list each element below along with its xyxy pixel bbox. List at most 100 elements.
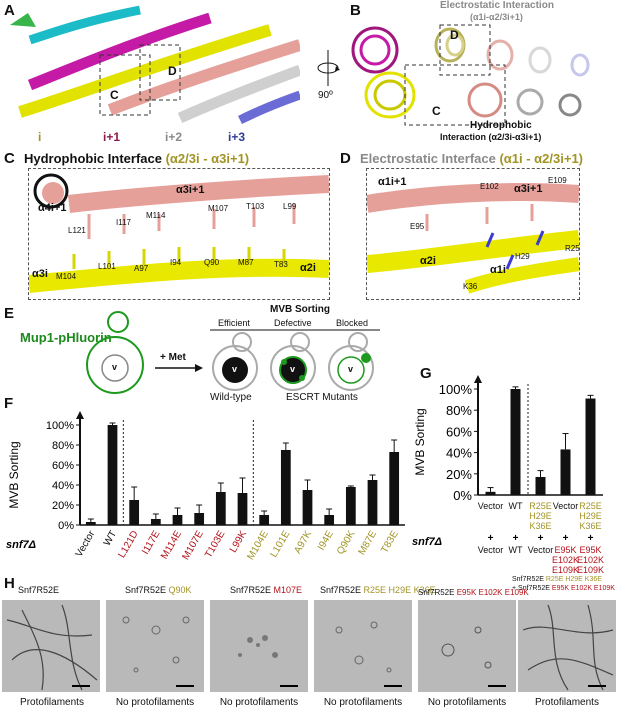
- g-row3-label: E95K: [554, 545, 576, 555]
- g-y-arrow: [474, 375, 482, 383]
- box-c: [99, 54, 151, 116]
- g-row1-label: H29E: [579, 511, 602, 521]
- f-ytick-label: 20%: [52, 500, 74, 512]
- f-category-label: T103E: [203, 529, 227, 560]
- g-row2-label: +: [488, 533, 494, 544]
- b-box-d: [439, 24, 491, 76]
- h3-title: Snf7R52E M107E: [230, 585, 303, 595]
- helix-blue: [237, 90, 300, 125]
- panel-label-c: C: [4, 150, 15, 167]
- f-bar: [367, 480, 378, 525]
- box-d-label: D: [168, 64, 177, 78]
- f-category-label: I94E: [316, 529, 336, 553]
- panel-a-structure: [10, 5, 300, 125]
- f-category-label: T83E: [379, 529, 401, 555]
- em-image-6: [518, 600, 616, 692]
- res-e95: E95: [410, 222, 425, 231]
- res-a97: A97: [134, 264, 149, 273]
- h5-caption: No protofilaments: [427, 697, 507, 708]
- g-ytick-label: 100%: [439, 382, 473, 397]
- vacuole-label-blocked: v: [348, 364, 354, 374]
- panel-label-d: D: [340, 150, 351, 167]
- state-blocked: Blocked: [336, 318, 369, 328]
- f-category-label: I117E: [140, 529, 162, 557]
- res-l121: L121: [68, 226, 86, 235]
- panel-d-subtitle: (α1i - α2/3i+1): [499, 151, 584, 166]
- panel-c-title: Hydrophobic Interface (α2/3i - α3i+1): [24, 151, 249, 166]
- f-bar: [194, 513, 205, 525]
- h6-caption: Protofilaments: [535, 697, 599, 708]
- g-row1-label: K36E: [579, 521, 601, 531]
- g-row1-label: R25E: [529, 501, 552, 511]
- c-helix-a2: α2i: [300, 262, 316, 274]
- state-efficient: Efficient: [218, 318, 250, 328]
- g-ytick-label: 60%: [446, 424, 472, 439]
- panel-d-title: Electrostatic Interface (α1i - α2/3i+1): [360, 151, 583, 166]
- f-category-label: L121D: [117, 529, 141, 560]
- em-image-1: [2, 600, 100, 692]
- panel-d-title-text: Electrostatic Interface: [360, 151, 496, 166]
- rotation-icon: [310, 48, 350, 88]
- panel-c-title-text: Hydrophobic Interface: [24, 151, 162, 166]
- subunit-i: i: [38, 130, 42, 144]
- h2-caption: No protofilaments: [115, 697, 195, 708]
- electrostatic-subtitle: (α1i-α2/3i+1): [470, 12, 523, 22]
- res-m114: M114: [146, 211, 166, 220]
- d-helix-a2: α2i: [420, 255, 436, 267]
- rotation-label: 90º: [318, 90, 333, 101]
- res-l101: L101: [98, 262, 116, 271]
- g-row1-label: Vector: [478, 501, 504, 511]
- c-helix-a4: α4i+1: [38, 202, 67, 214]
- treatment-label: + Met: [160, 352, 186, 363]
- f-category-label: M87E: [357, 529, 380, 557]
- panel-label-f: F: [4, 395, 14, 412]
- g-bar: [485, 491, 496, 495]
- c-helix-a3-top: α3i+1: [176, 184, 205, 196]
- res-q90: Q90: [204, 258, 220, 267]
- g-row3-label: E95K: [579, 545, 601, 555]
- f-ylabel: MVB Sorting: [7, 441, 21, 508]
- reporter-label: Mup1-pHluorin: [20, 330, 112, 345]
- g-row1-label: Vector: [553, 501, 579, 511]
- f-bar: [107, 425, 118, 525]
- chart-g: 0%20%40%60%80%100%MVB SortingVector+Vect…: [412, 375, 604, 575]
- f-category-label: M107E: [180, 529, 206, 562]
- wild-type-label: Wild-type: [210, 392, 252, 403]
- helix-magenta: [27, 12, 212, 91]
- b-box-c-label: C: [432, 104, 441, 118]
- res-l99: L99: [283, 202, 297, 211]
- h4-title: Snf7R52E R25E H29E K36E: [320, 585, 436, 595]
- state-defective: Defective: [274, 318, 312, 328]
- h4-caption: No protofilaments: [323, 697, 403, 708]
- g-ytick-label: 80%: [446, 403, 472, 418]
- f-category-label: Vector: [74, 528, 98, 559]
- helix-green-tip: [10, 13, 36, 27]
- f-category-label: M104E: [245, 529, 271, 562]
- f-ytick-label: 60%: [52, 460, 74, 472]
- vacuole-label: v: [112, 362, 118, 372]
- f-bar: [345, 487, 356, 525]
- g-row3-label: E109K: [577, 565, 604, 575]
- f-ytick-label: 0%: [58, 520, 74, 532]
- res-m87: M87: [238, 258, 254, 267]
- electrostatic-title: Electrostatic Interaction: [440, 0, 554, 11]
- f-category-label: A97K: [292, 529, 314, 556]
- c-helix-a3-bottom: α3i: [32, 268, 48, 280]
- f-bar: [172, 515, 183, 525]
- h1-caption: Protofilaments: [20, 697, 84, 708]
- g-row-label: snf7Δ: [412, 536, 442, 548]
- em-image-5: [418, 600, 516, 692]
- subunit-i-plus-3: i+3: [228, 130, 246, 144]
- f-y-arrow: [76, 411, 84, 419]
- res-t103: T103: [246, 202, 265, 211]
- f-category-label: WT: [102, 529, 119, 548]
- escrt-mutants-label: ESCRT Mutants: [286, 392, 358, 403]
- helix-gray: [177, 64, 300, 124]
- res-m104: M104: [56, 272, 77, 281]
- res-h29: H29: [515, 252, 530, 261]
- em-image-2: [106, 600, 204, 692]
- g-row2-label: +: [588, 533, 594, 544]
- res-k36: K36: [463, 282, 478, 291]
- res-m107: M107: [208, 204, 229, 213]
- f-category-label: L101E: [268, 529, 292, 560]
